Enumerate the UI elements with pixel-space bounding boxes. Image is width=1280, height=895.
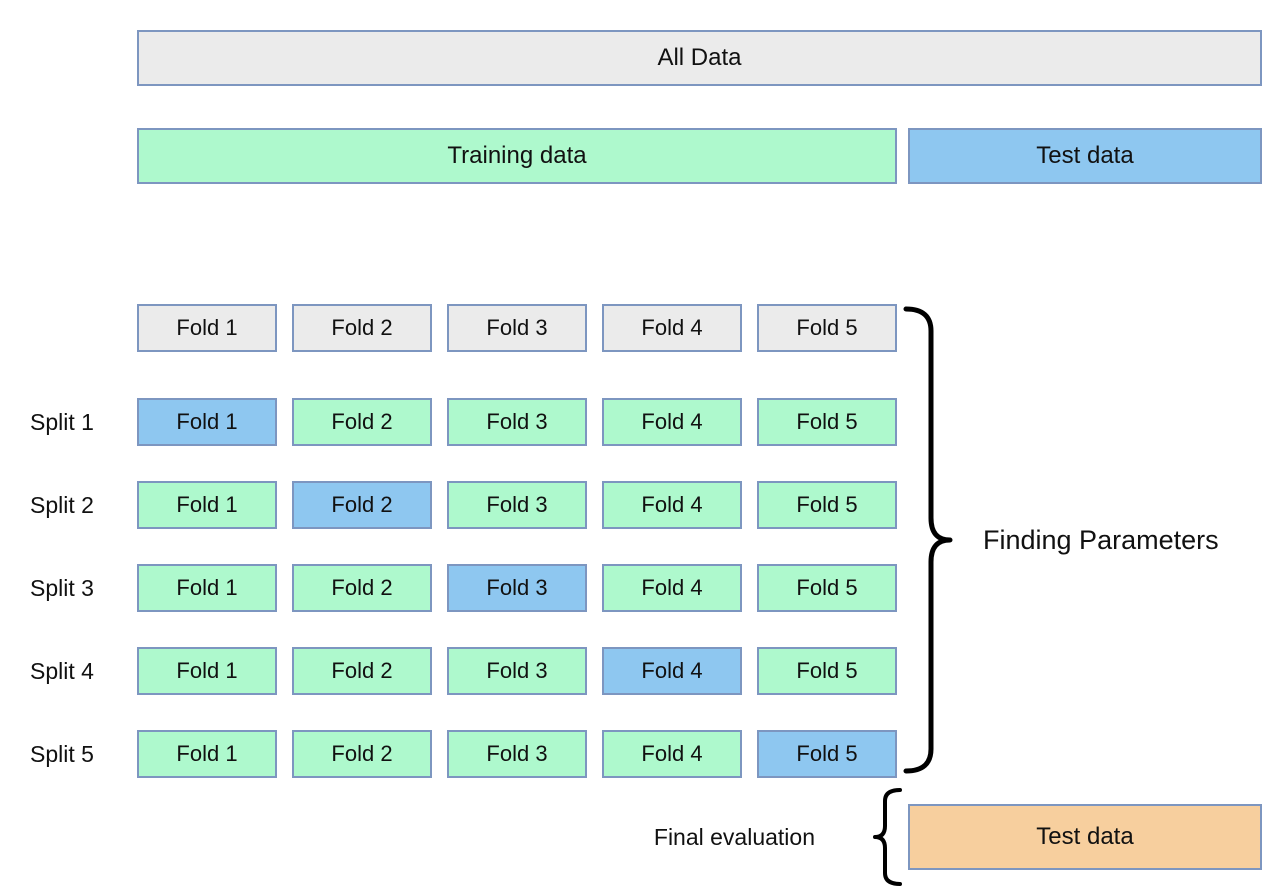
fold-cell: Fold 2 <box>292 647 432 695</box>
fold-cell: Fold 2 <box>292 730 432 778</box>
fold-cell: Fold 2 <box>292 564 432 612</box>
fold-cell: Fold 3 <box>447 481 587 529</box>
fold-cell: Fold 4 <box>602 398 742 446</box>
fold-cell: Fold 3 <box>447 730 587 778</box>
fold-cell: Fold 5 <box>757 730 897 778</box>
fold-header-cell: Fold 5 <box>757 304 897 352</box>
split-label: Split 5 <box>30 740 94 767</box>
fold-header-cell: Fold 4 <box>602 304 742 352</box>
fold-cell: Fold 1 <box>137 398 277 446</box>
fold-cell: Fold 3 <box>447 564 587 612</box>
fold-cell: Fold 4 <box>602 481 742 529</box>
fold-header-cell: Fold 1 <box>137 304 277 352</box>
fold-header-cell: Fold 3 <box>447 304 587 352</box>
split-label: Split 2 <box>30 491 94 518</box>
fold-cell: Fold 5 <box>757 398 897 446</box>
curly-brace-icon <box>903 306 953 774</box>
fold-cell: Fold 5 <box>757 481 897 529</box>
split-label: Split 1 <box>30 408 94 435</box>
fold-cell: Fold 3 <box>447 398 587 446</box>
fold-cell: Fold 1 <box>137 647 277 695</box>
final-evaluation-label: Final evaluation <box>653 824 815 850</box>
all-data-label: All Data <box>657 44 742 71</box>
fold-cell: Fold 1 <box>137 564 277 612</box>
fold-cell: Fold 5 <box>757 647 897 695</box>
split-label: Split 4 <box>30 657 94 684</box>
fold-cell: Fold 2 <box>292 398 432 446</box>
fold-cell: Fold 4 <box>602 564 742 612</box>
fold-header-cell: Fold 2 <box>292 304 432 352</box>
final-test-data-bar: Test data <box>908 804 1262 870</box>
fold-cell: Fold 3 <box>447 647 587 695</box>
split-label: Split 3 <box>30 574 94 601</box>
fold-cell: Fold 4 <box>602 647 742 695</box>
test-data-bar: Test data <box>908 128 1262 184</box>
all-data-bar: All Data <box>137 30 1262 86</box>
fold-cell: Fold 5 <box>757 564 897 612</box>
fold-cell: Fold 4 <box>602 730 742 778</box>
final-test-data-label: Test data <box>1036 823 1134 850</box>
training-data-label: Training data <box>447 142 587 169</box>
fold-cell: Fold 1 <box>137 481 277 529</box>
training-data-bar: Training data <box>137 128 897 184</box>
finding-parameters-label: Finding Parameters <box>983 525 1219 555</box>
fold-cell: Fold 2 <box>292 481 432 529</box>
small-curly-brace-icon <box>873 788 902 886</box>
fold-cell: Fold 1 <box>137 730 277 778</box>
test-data-label: Test data <box>1036 142 1134 169</box>
